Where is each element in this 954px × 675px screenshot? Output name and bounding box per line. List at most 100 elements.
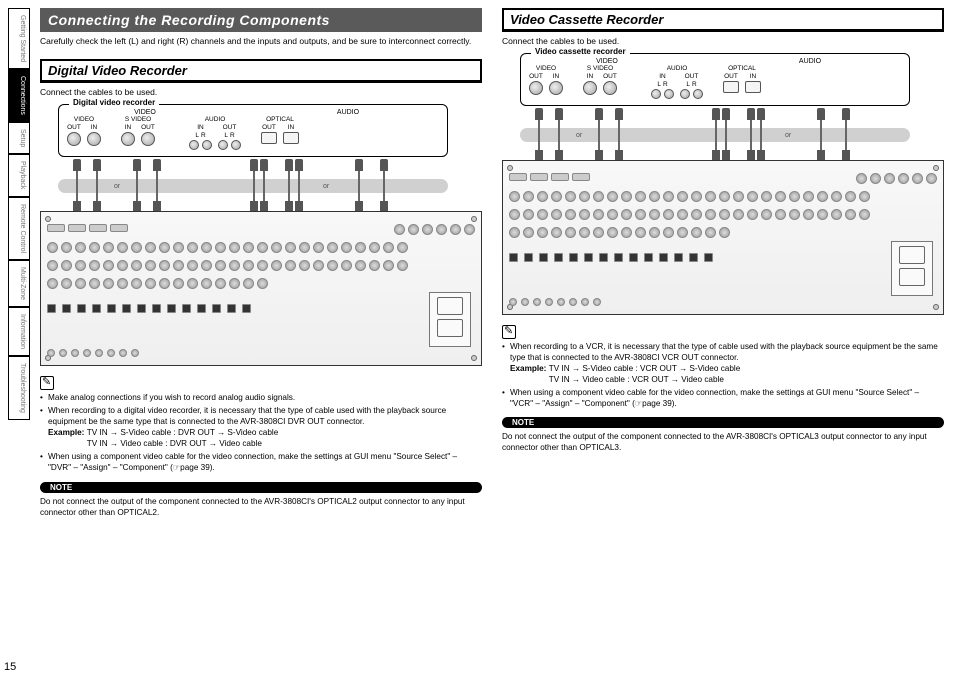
rca-port — [229, 260, 240, 271]
lbl-in: IN — [553, 73, 560, 80]
rca-port — [299, 260, 310, 271]
rca-port — [719, 227, 730, 238]
rca-port — [341, 242, 352, 253]
rca-port — [569, 298, 577, 306]
power-inlet-area — [429, 292, 471, 347]
rca-port — [845, 191, 856, 202]
rca-port — [551, 209, 562, 220]
svideo-out-port — [603, 81, 617, 95]
lbl-l: L — [224, 132, 228, 139]
rca-port — [705, 209, 716, 220]
lbl-in: IN — [587, 73, 594, 80]
rca-port — [607, 227, 618, 238]
rca-port — [103, 260, 114, 271]
bullet-text: When recording to a digital video record… — [48, 406, 446, 426]
rca-port — [521, 298, 529, 306]
rca-port — [243, 278, 254, 289]
sub-intro: Connect the cables to be used. — [40, 87, 482, 98]
rca-port — [509, 209, 520, 220]
rca-port — [61, 260, 72, 271]
svideo-out-port — [141, 132, 155, 146]
speaker-terminal — [509, 253, 518, 262]
lbl-out: OUT — [262, 124, 276, 131]
rca-port — [677, 191, 688, 202]
rca-port — [789, 209, 800, 220]
rca-port — [733, 191, 744, 202]
video-out-port — [529, 81, 543, 95]
rca-port — [341, 260, 352, 271]
sub-audio: AUDIO — [667, 65, 688, 72]
speaker-terminal — [644, 253, 653, 262]
sub-optical: OPTICAL — [728, 65, 756, 72]
rca-port — [747, 209, 758, 220]
rca-port — [450, 224, 461, 235]
hdmi-port — [530, 173, 548, 181]
rca-port — [229, 242, 240, 253]
rca-port — [719, 191, 730, 202]
rca-port — [201, 242, 212, 253]
optical-out-port — [261, 132, 277, 144]
rca-port — [817, 191, 828, 202]
hdmi-port — [110, 224, 128, 232]
rca-port — [579, 209, 590, 220]
lbl-in: IN — [125, 124, 132, 131]
note-text: Do not connect the output of the compone… — [40, 496, 482, 518]
rca-port — [131, 278, 142, 289]
example-line: TV IN → S-Video cable : DVR OUT → S-Vide… — [87, 428, 279, 437]
speaker-terminal — [92, 304, 101, 313]
tab-troubleshooting[interactable]: Troubleshooting — [8, 356, 30, 420]
lbl-out: OUT — [724, 73, 738, 80]
rca-port — [145, 242, 156, 253]
lbl-in: IN — [197, 124, 204, 131]
rca-port — [327, 242, 338, 253]
rca-port — [926, 173, 937, 184]
speaker-terminal — [62, 304, 71, 313]
rca-port — [509, 191, 520, 202]
conn-title: Video cassette recorder — [531, 47, 630, 56]
rca-port — [635, 227, 646, 238]
audio-out-l — [680, 89, 690, 99]
rca-port — [884, 173, 895, 184]
rca-port — [229, 278, 240, 289]
bullet-item: When recording to a digital video record… — [40, 405, 482, 449]
rca-port — [89, 278, 100, 289]
rca-port — [545, 298, 553, 306]
rca-port — [719, 209, 730, 220]
lbl-out: OUT — [67, 124, 81, 131]
tab-setup[interactable]: Setup — [8, 122, 30, 154]
rca-port — [621, 191, 632, 202]
group-audio: AUDIO — [255, 109, 441, 116]
rca-port — [215, 278, 226, 289]
rca-port — [856, 173, 867, 184]
tab-getting-started[interactable]: Getting Started — [8, 8, 30, 69]
video-in-port — [549, 81, 563, 95]
rca-port — [47, 242, 58, 253]
rca-port — [621, 227, 632, 238]
rca-port — [677, 227, 688, 238]
rca-port — [677, 209, 688, 220]
audio-out-l — [218, 140, 228, 150]
rca-port — [912, 173, 923, 184]
example-line: TV IN → Video cable : VCR OUT → Video ca… — [549, 375, 724, 384]
lbl-in: IN — [750, 73, 757, 80]
rca-port — [47, 278, 58, 289]
speaker-terminal — [227, 304, 236, 313]
tab-playback[interactable]: Playback — [8, 154, 30, 196]
lbl-in: IN — [288, 124, 295, 131]
rca-port — [61, 278, 72, 289]
speaker-terminal — [107, 304, 116, 313]
rca-port — [663, 191, 674, 202]
rca-port — [271, 260, 282, 271]
sub-intro: Connect the cables to be used. — [502, 36, 944, 47]
tab-remote-control[interactable]: Remote Control — [8, 197, 30, 260]
tab-multi-zone[interactable]: Multi-Zone — [8, 260, 30, 307]
optical-in-port — [745, 81, 761, 93]
tab-connections[interactable]: Connections — [8, 69, 30, 122]
rca-port — [775, 191, 786, 202]
tab-information[interactable]: Information — [8, 307, 30, 356]
rca-port — [733, 209, 744, 220]
group-video: VIDEO — [527, 58, 687, 65]
rca-port — [565, 209, 576, 220]
video-out-port — [67, 132, 81, 146]
note-icon — [40, 376, 54, 390]
